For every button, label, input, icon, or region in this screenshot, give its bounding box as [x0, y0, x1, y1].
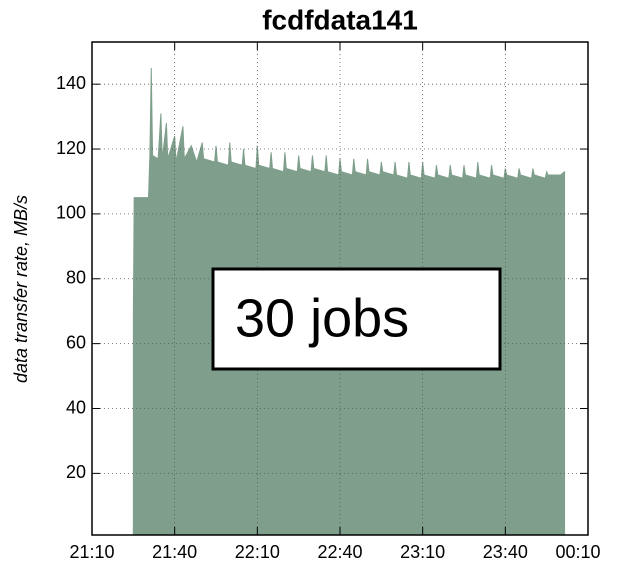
y-tick-label: 80	[66, 268, 86, 288]
y-axis-label: data transfer rate, MB/s	[11, 195, 31, 383]
plot-frame	[91, 41, 589, 536]
x-tick-label: 00:10	[555, 542, 600, 562]
y-tick-label: 120	[56, 138, 86, 158]
x-tick-label: 21:10	[69, 542, 114, 562]
x-tick-label: 22:10	[235, 542, 280, 562]
y-tick-label: 60	[66, 332, 86, 352]
chart-title: fcdfdata141	[262, 4, 418, 35]
x-tick-label: 23:10	[400, 542, 445, 562]
x-tick-label: 22:40	[317, 542, 362, 562]
y-tick-label: 20	[66, 462, 86, 482]
y-tick-label: 140	[56, 73, 86, 93]
annotation: 30 jobs	[235, 288, 409, 348]
y-tick-label: 100	[56, 203, 86, 223]
x-tick-label: 23:40	[483, 542, 528, 562]
annotation-box	[211, 267, 502, 371]
x-tick-label: 21:40	[152, 542, 197, 562]
y-tick-label: 40	[66, 397, 86, 417]
